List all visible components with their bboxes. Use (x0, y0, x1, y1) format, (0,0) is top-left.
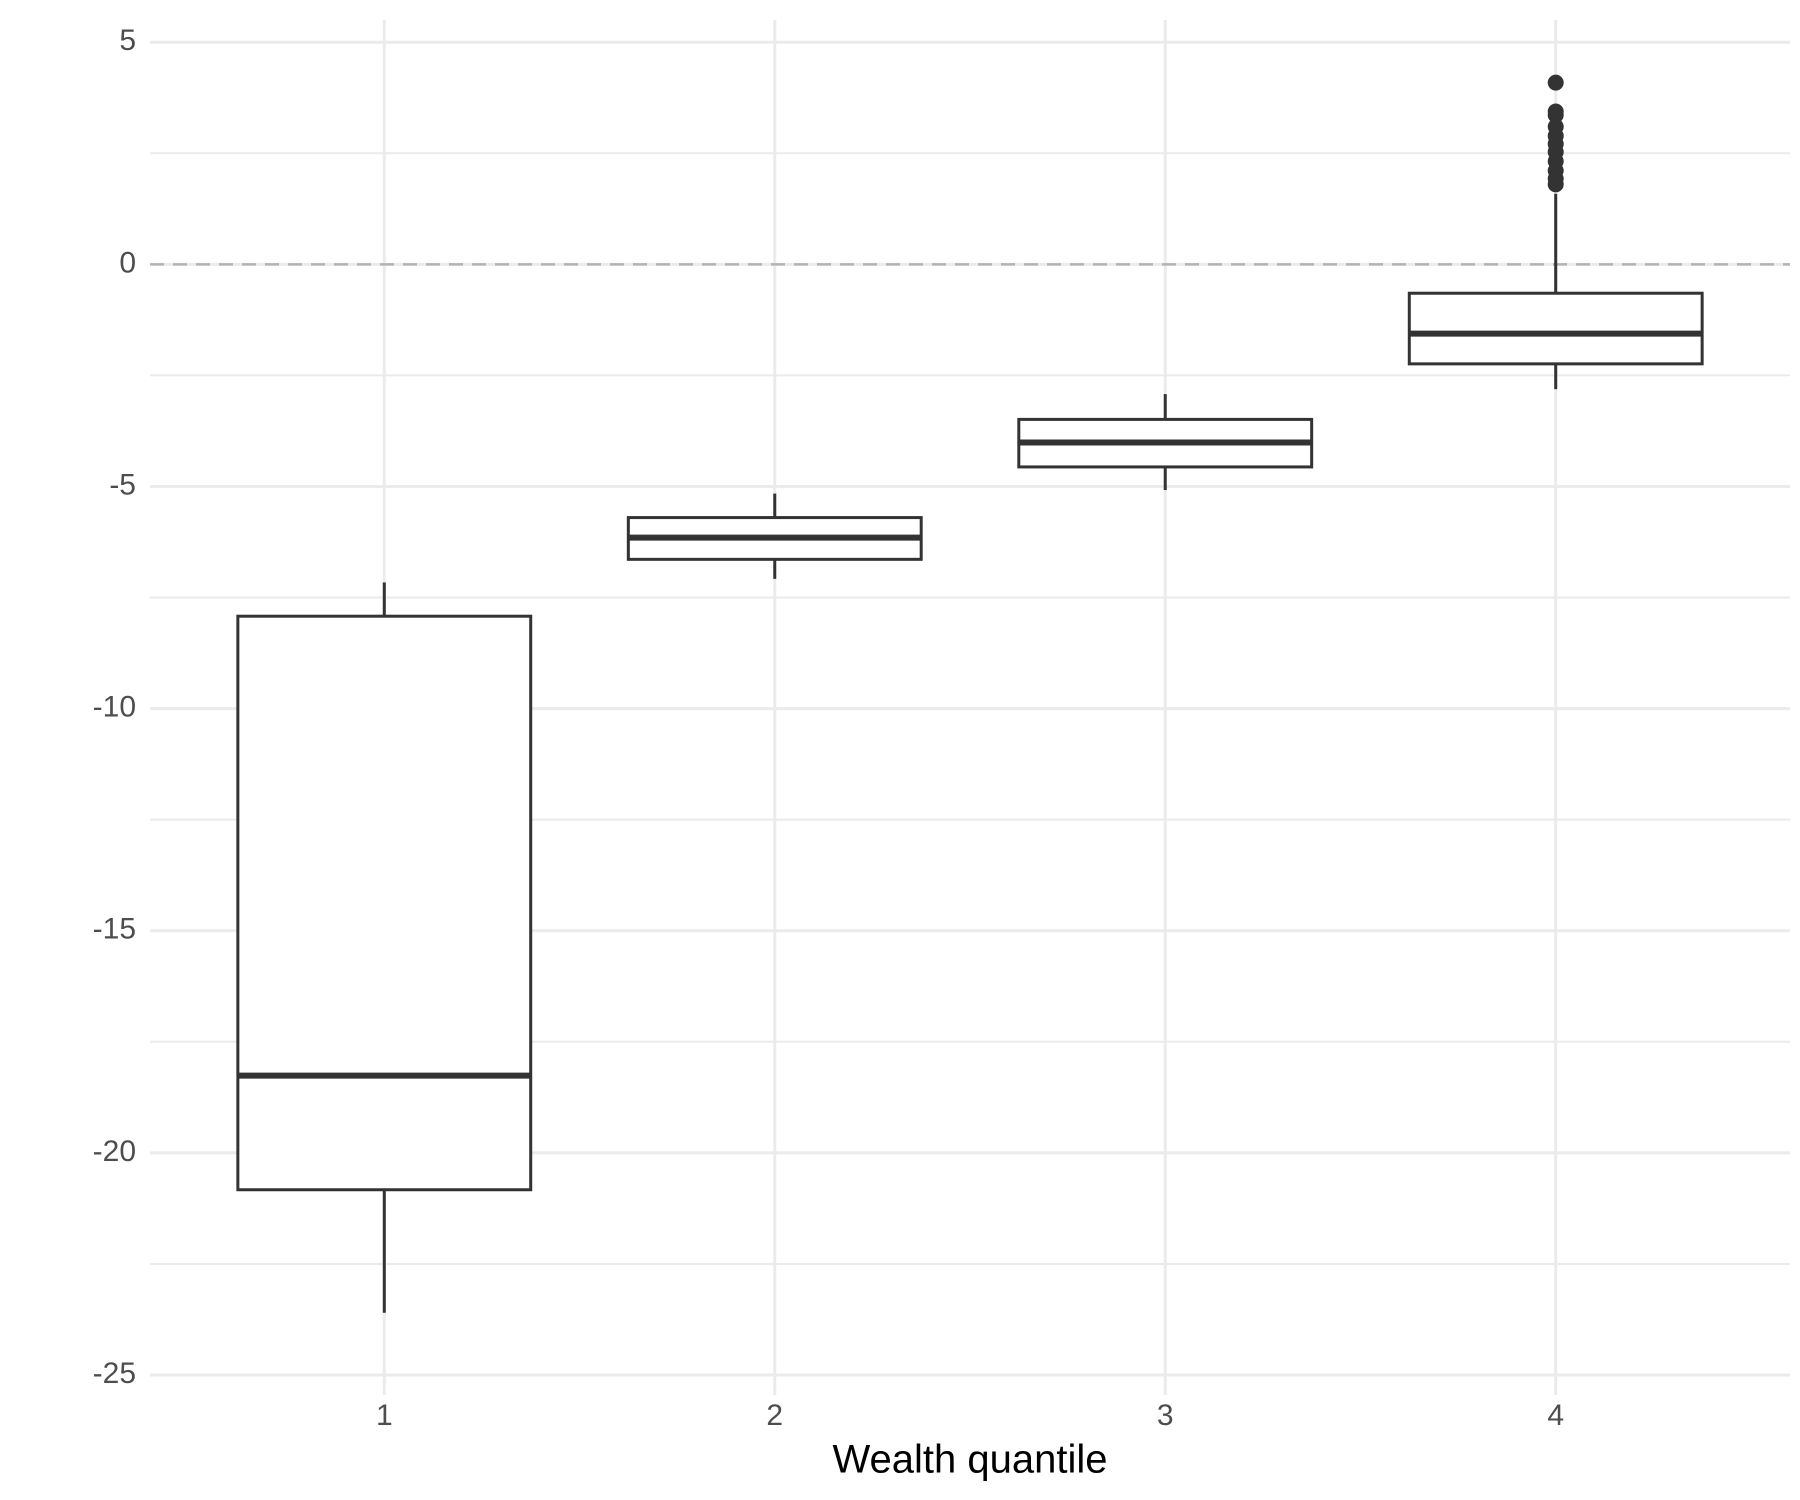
y-tick-label: 5 (119, 24, 136, 57)
x-tick-label: 2 (766, 1399, 783, 1432)
x-tick-label: 4 (1547, 1399, 1564, 1432)
box (1407, 291, 1704, 366)
y-tick-label: -25 (93, 1357, 136, 1390)
box (236, 614, 533, 1192)
outlier (1547, 74, 1564, 91)
y-tick-label: -20 (93, 1135, 136, 1168)
x-axis-title: Wealth quantile (833, 1438, 1108, 1482)
y-tick-label: -10 (93, 691, 136, 724)
outlier (1547, 176, 1564, 193)
y-tick-label: -15 (93, 913, 136, 946)
outlier (1547, 107, 1564, 124)
y-tick-label: -5 (109, 468, 136, 501)
y-tick-label: 0 (119, 246, 136, 279)
x-tick-label: 3 (1157, 1399, 1174, 1432)
x-tick-label: 1 (376, 1399, 393, 1432)
